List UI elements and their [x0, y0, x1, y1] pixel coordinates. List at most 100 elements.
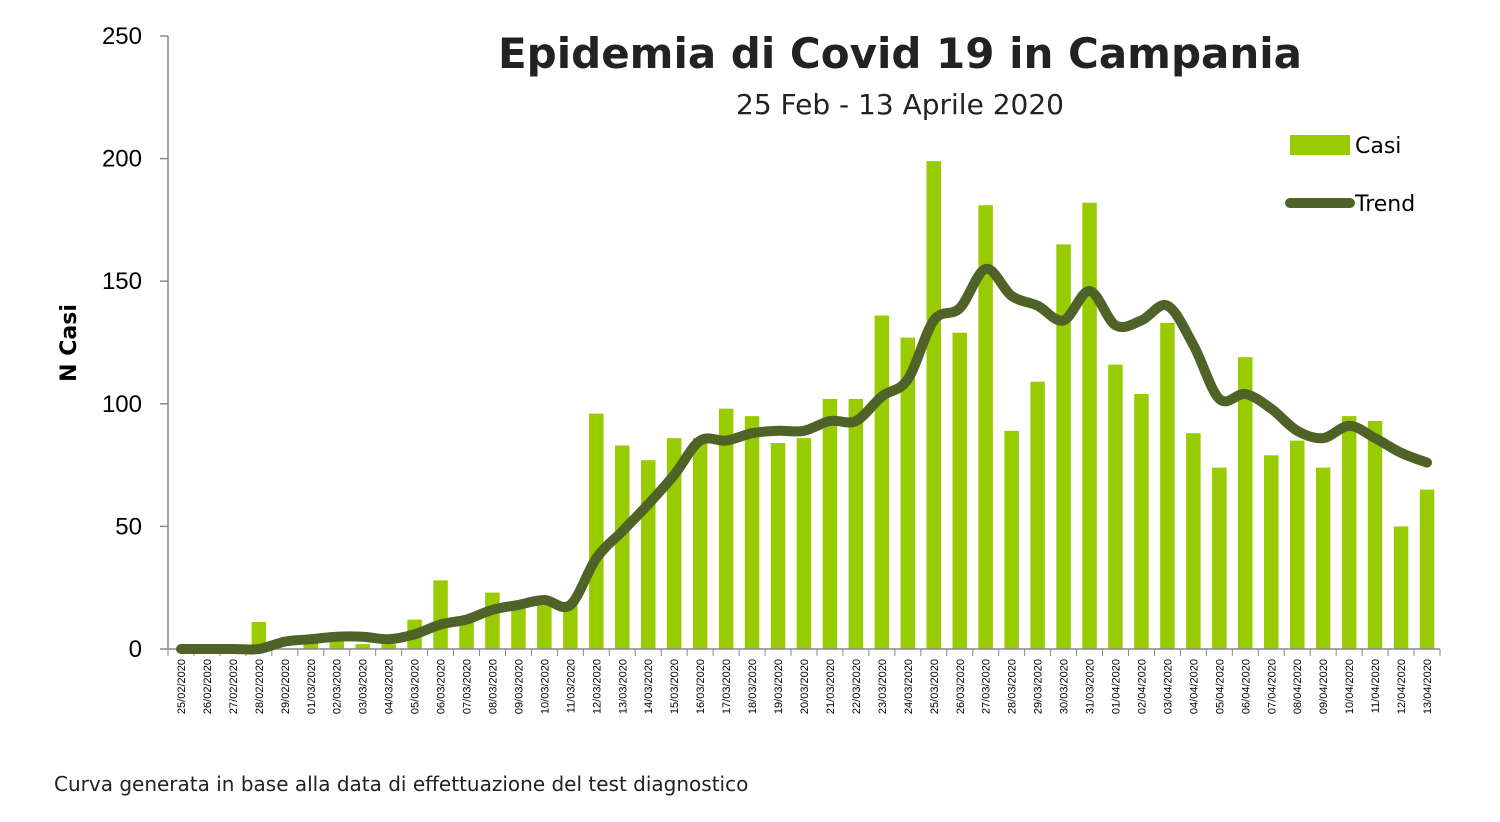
trend-point-29/03/2020 — [1037, 305, 1039, 307]
bar-08/04/2020 — [1290, 440, 1305, 649]
bar-30/03/2020 — [1056, 244, 1071, 649]
x-tick-label-04/03/2020: 04/03/2020 — [384, 659, 396, 714]
x-tick-label-27/03/2020: 27/03/2020 — [981, 659, 993, 714]
x-tick-label-17/03/2020: 17/03/2020 — [721, 659, 733, 714]
trend-point-19/03/2020 — [777, 430, 779, 432]
bar-28/02/2020 — [251, 622, 267, 649]
bar-01/04/2020 — [1108, 364, 1123, 649]
chart-subtitle: 25 Feb - 13 Aprile 2020 — [736, 88, 1064, 121]
x-tick-label-27/02/2020: 27/02/2020 — [228, 659, 240, 714]
bar-03/03/2020 — [355, 644, 370, 649]
legend: Casi Trend — [1285, 134, 1415, 217]
x-tick-label-01/03/2020: 01/03/2020 — [306, 659, 318, 714]
x-tick-label-09/03/2020: 09/03/2020 — [513, 659, 525, 714]
bar-31/03/2020 — [1082, 202, 1097, 649]
trend-point-27/02/2020 — [232, 648, 234, 650]
x-tick-label-05/03/2020: 05/03/2020 — [410, 659, 422, 714]
x-tick-label-04/04/2020: 04/04/2020 — [1188, 659, 1200, 714]
x-tick-label-12/03/2020: 12/03/2020 — [591, 659, 603, 714]
bar-09/04/2020 — [1315, 467, 1331, 649]
x-tick-label-29/03/2020: 29/03/2020 — [1033, 659, 1045, 714]
x-tick-label-14/03/2020: 14/03/2020 — [643, 659, 655, 714]
bar-08/03/2020 — [485, 592, 500, 649]
x-tick-label-30/03/2020: 30/03/2020 — [1059, 659, 1071, 714]
x-tick-label-08/04/2020: 08/04/2020 — [1292, 659, 1304, 714]
trend-point-06/03/2020 — [440, 624, 442, 626]
bar-09/03/2020 — [511, 607, 526, 649]
x-tick-label-03/03/2020: 03/03/2020 — [358, 659, 370, 714]
trend-point-16/03/2020 — [699, 440, 701, 442]
bar-17/03/2020 — [718, 408, 734, 649]
x-tick-label-25/02/2020: 25/02/2020 — [176, 659, 188, 714]
trend-point-21/03/2020 — [829, 420, 831, 422]
trend-point-03/04/2020 — [1166, 305, 1168, 307]
bar-12/04/2020 — [1393, 526, 1409, 649]
legend-trend-label: Trend — [1354, 192, 1415, 217]
bar-11/03/2020 — [563, 602, 578, 649]
x-tick-label-21/03/2020: 21/03/2020 — [825, 659, 837, 714]
y-tick-label: 200 — [102, 146, 142, 173]
bar-05/04/2020 — [1212, 467, 1227, 649]
trend-point-28/02/2020 — [258, 648, 260, 650]
trend-point-08/04/2020 — [1296, 430, 1298, 432]
x-tick-label-13/04/2020: 13/04/2020 — [1422, 659, 1434, 714]
bar-13/04/2020 — [1419, 489, 1435, 649]
trend-point-02/04/2020 — [1141, 319, 1143, 321]
x-tick-label-19/03/2020: 19/03/2020 — [773, 659, 785, 714]
y-ticks-group: 0 50 100 150 200 250 — [102, 23, 168, 663]
trend-point-07/04/2020 — [1270, 408, 1272, 410]
bar-02/04/2020 — [1134, 394, 1149, 649]
x-tick-label-20/03/2020: 20/03/2020 — [799, 659, 811, 714]
bar-16/03/2020 — [692, 438, 708, 649]
x-tick-label-24/03/2020: 24/03/2020 — [903, 659, 915, 714]
x-tick-label-23/03/2020: 23/03/2020 — [877, 659, 889, 714]
trend-point-04/04/2020 — [1192, 344, 1194, 346]
trend-point-01/04/2020 — [1115, 324, 1117, 326]
trend-point-29/02/2020 — [284, 641, 286, 643]
bar-29/03/2020 — [1030, 381, 1045, 649]
trend-point-18/03/2020 — [751, 432, 753, 434]
x-tick-label-03/04/2020: 03/04/2020 — [1162, 659, 1174, 714]
trend-point-09/03/2020 — [517, 604, 519, 606]
trend-point-11/04/2020 — [1374, 437, 1376, 439]
x-tick-label-13/03/2020: 13/03/2020 — [617, 659, 629, 714]
bar-21/03/2020 — [822, 398, 838, 649]
x-tick-label-26/03/2020: 26/03/2020 — [955, 659, 967, 714]
x-tick-label-16/03/2020: 16/03/2020 — [695, 659, 707, 714]
bar-26/03/2020 — [952, 332, 967, 649]
trend-point-24/03/2020 — [907, 378, 909, 380]
trend-point-27/03/2020 — [985, 268, 987, 270]
bars-group — [251, 161, 1435, 649]
x-ticks-group: 25/02/2020 26/02/2020 27/02/2020 28/02/2020… — [167, 649, 1441, 714]
trend-point-23/03/2020 — [881, 395, 883, 397]
bar-24/03/2020 — [900, 337, 916, 649]
x-tick-label-22/03/2020: 22/03/2020 — [851, 659, 863, 714]
bar-13/03/2020 — [615, 445, 630, 649]
y-tick-label: 250 — [102, 23, 142, 50]
legend-casi-label: Casi — [1355, 134, 1401, 159]
x-tick-label-29/02/2020: 29/02/2020 — [280, 659, 292, 714]
bar-04/03/2020 — [381, 644, 396, 649]
bar-11/04/2020 — [1367, 421, 1383, 649]
x-tick-label-15/03/2020: 15/03/2020 — [669, 659, 681, 714]
x-tick-label-07/04/2020: 07/04/2020 — [1266, 659, 1278, 714]
trend-point-03/03/2020 — [362, 636, 364, 638]
trend-point-12/03/2020 — [595, 557, 597, 559]
y-tick-label: 50 — [115, 513, 142, 540]
bar-27/03/2020 — [978, 205, 993, 649]
trend-point-13/04/2020 — [1426, 462, 1428, 464]
axes-group — [167, 36, 1440, 650]
bar-14/03/2020 — [641, 460, 656, 649]
bar-04/04/2020 — [1186, 433, 1201, 649]
trend-point-08/03/2020 — [492, 609, 494, 611]
trend-point-17/03/2020 — [725, 440, 727, 442]
bar-07/04/2020 — [1264, 455, 1279, 649]
bar-15/03/2020 — [666, 438, 682, 649]
trend-point-04/03/2020 — [388, 638, 390, 640]
trend-point-01/03/2020 — [310, 638, 312, 640]
trend-point-22/03/2020 — [855, 420, 857, 422]
bar-25/03/2020 — [926, 161, 941, 649]
x-tick-label-09/04/2020: 09/04/2020 — [1318, 659, 1330, 714]
y-tick-label: 150 — [102, 268, 142, 295]
